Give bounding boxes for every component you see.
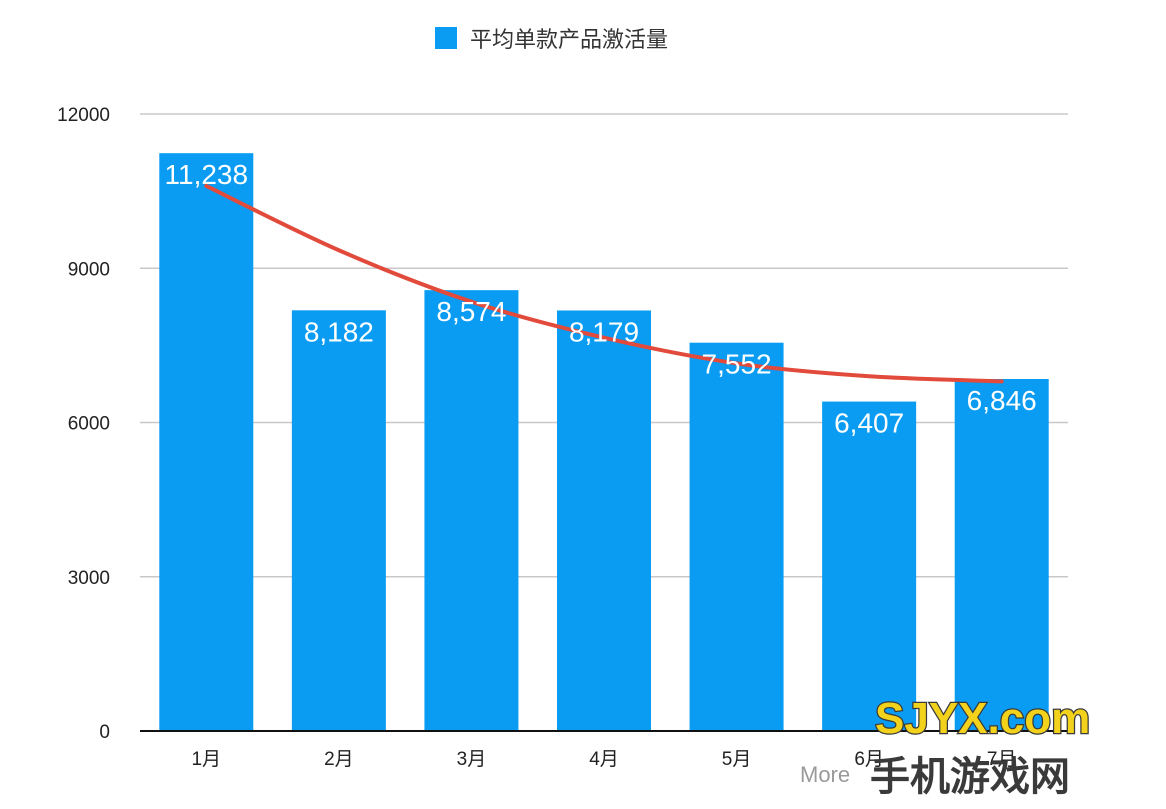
y-tick-label: 12000 xyxy=(57,105,110,126)
bar-data-label: 7,552 xyxy=(702,349,772,380)
bar-data-label: 6,846 xyxy=(967,385,1037,416)
watermark-logo-text: SJYX.com xyxy=(875,694,1090,743)
legend-swatch xyxy=(435,27,457,49)
bar xyxy=(557,310,651,731)
x-category-label: 2月 xyxy=(324,749,354,770)
x-category-label: 7月 xyxy=(987,749,1017,770)
y-axis-ticks: 0 3000 6000 9000 12000 xyxy=(57,105,110,743)
bar-data-label: 11,238 xyxy=(165,159,249,190)
bar xyxy=(424,290,519,731)
trendline xyxy=(204,183,1004,384)
bar xyxy=(689,342,784,731)
bar-data-label: 8,182 xyxy=(304,316,374,347)
bar xyxy=(822,401,917,731)
bar-data-label: 8,179 xyxy=(569,316,639,347)
bar xyxy=(291,310,386,731)
watermark-source-text: More xyxy=(800,762,850,787)
y-tick-label: 6000 xyxy=(68,414,110,435)
watermark-logo-subtitle: 手机游戏网 xyxy=(870,755,1070,799)
x-category-label: 4月 xyxy=(589,749,619,770)
bar-data-label: 6,407 xyxy=(834,408,904,439)
category-labels: 1月 2月 3月 4月 5月 6月 7月 xyxy=(191,749,1016,770)
bar-data-label: 8,574 xyxy=(436,296,506,327)
y-tick-label: 3000 xyxy=(68,568,110,589)
legend-label: 平均单款产品激活量 xyxy=(470,27,668,52)
y-tick-label: 9000 xyxy=(68,259,110,280)
bar xyxy=(159,153,254,731)
data-labels: 11,238 8,182 8,574 8,179 7,552 6,407 6,846 xyxy=(165,159,1037,438)
y-tick-label: 0 xyxy=(99,722,110,743)
watermark: More SJYX.com 手机游戏网 xyxy=(800,693,1091,799)
legend: 平均单款产品激活量 xyxy=(435,27,668,52)
bar xyxy=(954,379,1049,731)
x-category-label: 3月 xyxy=(457,749,487,770)
x-category-label: 1月 xyxy=(191,749,221,770)
bars xyxy=(159,153,1049,731)
x-category-label: 5月 xyxy=(722,749,752,770)
trendline-group xyxy=(204,183,1004,384)
x-category-label: 6月 xyxy=(854,749,884,770)
